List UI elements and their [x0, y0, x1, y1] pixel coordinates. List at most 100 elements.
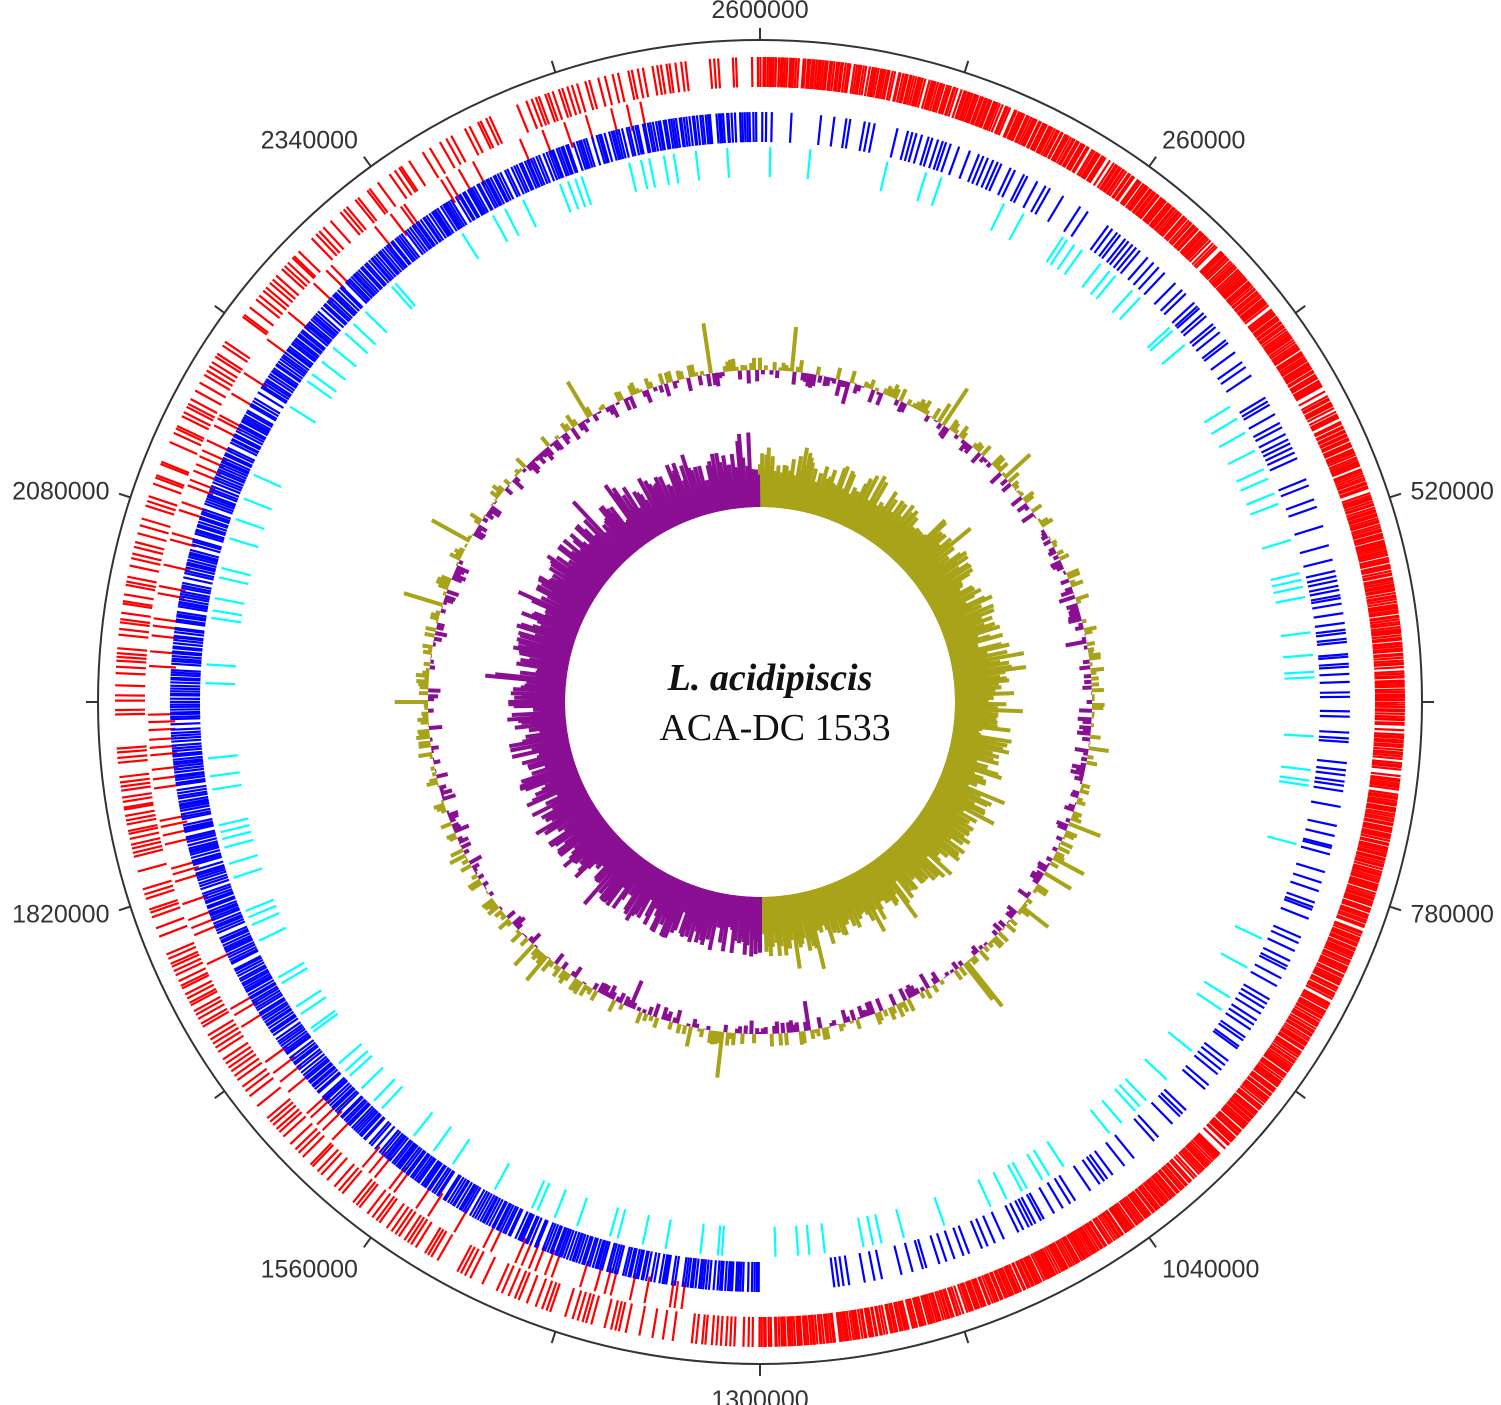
gene-feature	[1214, 1114, 1239, 1137]
gc-content-bar	[536, 453, 547, 465]
tick-mark	[363, 1236, 372, 1248]
gene-feature	[155, 916, 185, 930]
gene-feature	[1314, 422, 1343, 438]
gc-content-bar	[1023, 494, 1035, 504]
gene-feature	[1161, 1166, 1184, 1191]
gene-feature	[522, 199, 537, 228]
gene-feature	[391, 1139, 412, 1164]
gene-feature	[368, 1120, 390, 1145]
gc-content-bar	[874, 1012, 883, 1025]
gene-feature	[1143, 1181, 1165, 1207]
gene-feature	[378, 1129, 400, 1154]
gene-feature	[892, 72, 901, 102]
gc-content-bar	[418, 740, 431, 746]
gc-content-bar	[474, 870, 478, 875]
gc-content-bar	[696, 1028, 702, 1032]
gene-feature	[1177, 228, 1200, 252]
gc-content-bar	[1023, 505, 1030, 512]
gene-feature	[704, 114, 710, 145]
gc-content-bar	[485, 890, 490, 895]
gene-feature	[1236, 468, 1265, 483]
gc-content-bar	[663, 1013, 670, 1021]
gene-feature	[1124, 182, 1145, 209]
gene-feature	[665, 1254, 672, 1285]
gene-feature	[1294, 524, 1324, 536]
gene-feature	[1366, 799, 1397, 807]
gene-feature	[1098, 231, 1119, 257]
gene-feature	[1148, 202, 1170, 227]
gene-feature	[252, 399, 279, 418]
gene-feature	[171, 742, 202, 747]
gene-feature	[527, 159, 541, 188]
gene-feature	[853, 64, 861, 95]
gc-content-bar	[548, 960, 555, 968]
gene-feature	[1307, 818, 1338, 828]
gene-feature	[1372, 647, 1403, 653]
gene-feature	[983, 1274, 997, 1304]
gc-content-bar	[652, 386, 658, 392]
gene-feature	[1108, 1207, 1128, 1234]
gene-feature	[352, 1107, 376, 1131]
gc-content-bar	[1067, 616, 1082, 625]
gene-feature	[266, 1008, 293, 1027]
gene-feature	[644, 1251, 653, 1282]
gene-feature	[288, 1039, 315, 1060]
gene-feature	[628, 162, 638, 193]
gene-feature	[811, 1314, 817, 1345]
gene-feature	[1327, 938, 1356, 952]
gene-feature	[1200, 1045, 1226, 1067]
gc-content-bar	[845, 1016, 851, 1023]
gene-feature	[170, 673, 201, 678]
gene-feature	[139, 524, 169, 535]
gene-feature	[1280, 484, 1310, 498]
gc-content-bar	[963, 442, 971, 451]
gene-feature	[1368, 611, 1399, 618]
gc-content-bar	[530, 949, 542, 961]
gc-content-bar	[505, 920, 513, 928]
gene-feature	[1011, 1161, 1028, 1190]
gene-feature	[1200, 251, 1224, 275]
gc-content-bar	[494, 490, 502, 497]
gc-content-bar	[852, 383, 860, 395]
gc-content-bar	[666, 1011, 674, 1022]
tick-mark	[550, 1331, 557, 1344]
gene-feature	[469, 1250, 485, 1279]
gene-feature	[1370, 620, 1401, 627]
gene-feature	[1081, 263, 1102, 289]
gene-feature	[479, 120, 495, 149]
gene-feature	[215, 473, 244, 487]
gene-feature	[742, 1316, 746, 1347]
gene-feature	[1058, 1174, 1077, 1202]
gc-content-bar	[666, 370, 674, 383]
gene-feature	[1290, 1010, 1318, 1028]
gene-feature	[665, 63, 672, 94]
gene-feature	[160, 462, 189, 477]
gene-feature	[1244, 304, 1270, 325]
gene-feature	[1140, 1183, 1161, 1209]
gc-content-bar	[631, 1001, 638, 1010]
gene-feature	[1361, 566, 1392, 576]
gc-content-bar	[430, 766, 436, 771]
gene-feature	[166, 941, 195, 956]
gene-feature	[441, 203, 461, 231]
gene-feature	[145, 504, 175, 516]
gene-feature	[836, 62, 843, 93]
gc-content-bar	[1080, 762, 1087, 768]
gene-feature	[1218, 271, 1243, 294]
gene-feature	[1109, 1206, 1129, 1233]
gene-feature	[450, 135, 467, 163]
gene-feature	[508, 1208, 524, 1237]
gene-feature	[947, 87, 959, 117]
gene-feature	[966, 1280, 979, 1310]
gene-feature	[179, 799, 209, 808]
gene-feature	[238, 424, 266, 441]
gene-feature	[348, 1103, 371, 1127]
gene-feature	[297, 1050, 323, 1071]
gene-feature	[821, 60, 827, 91]
gene-feature	[1223, 278, 1248, 300]
gene-feature	[1368, 605, 1399, 612]
gc-content-bar	[1030, 503, 1043, 514]
gene-feature	[1364, 583, 1395, 591]
gene-feature	[1345, 503, 1375, 516]
gene-feature	[158, 584, 186, 593]
